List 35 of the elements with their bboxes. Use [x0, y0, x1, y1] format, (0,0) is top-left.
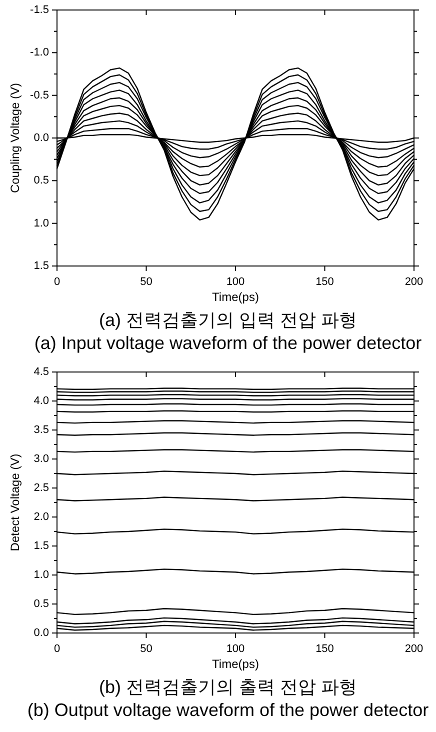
y-tick-label: -1.5 — [30, 4, 49, 16]
y-tick-label: 1.5 — [34, 540, 49, 552]
y-tick-label: 0.5 — [34, 598, 49, 610]
x-axis-title: Time(ps) — [212, 290, 259, 304]
x-axis-title: Time(ps) — [212, 657, 259, 671]
text: (b) 전력검출기의 출력 전압 파형 — [98, 677, 358, 697]
text: (a) 전력검출기의 입력 전압 파형 — [98, 310, 358, 330]
x-tick-label: 150 — [316, 643, 334, 655]
x-tick-label: 150 — [316, 276, 334, 288]
y-tick-label: 1.0 — [34, 569, 49, 581]
x-tick-label: 0 — [54, 643, 60, 655]
x-tick-label: 100 — [226, 276, 245, 288]
y-tick-label: 3.0 — [34, 453, 49, 465]
x-tick-label: 200 — [404, 643, 424, 655]
y-tick-label: 2.5 — [34, 482, 49, 494]
y-tick-label: 1.0 — [34, 217, 49, 230]
y-axis-title: Coupling Voltage (V) — [8, 82, 22, 194]
text: (b) Output voltage waveform of the power detector — [27, 700, 429, 720]
y-tick-label: 0.0 — [34, 627, 49, 639]
y-tick-label: 4.5 — [34, 366, 49, 378]
x-tick-label: 50 — [140, 276, 152, 288]
x-tick-label: 50 — [140, 643, 152, 655]
y-tick-label: 4.0 — [34, 395, 49, 407]
x-tick-label: 200 — [404, 276, 424, 288]
y-tick-label: 2.0 — [34, 511, 49, 523]
x-tick-label: 100 — [226, 643, 245, 655]
y-tick-label: 0.0 — [34, 132, 49, 144]
y-tick-label: 3.5 — [34, 424, 49, 436]
y-tick-label: 1.5 — [34, 260, 49, 272]
text: (a) Input voltage waveform of the power detector — [34, 333, 422, 353]
y-axis-title: Detect Voltage (V) — [8, 454, 22, 552]
y-tick-label: -0.5 — [30, 89, 49, 102]
y-tick-label: -1.0 — [30, 46, 49, 59]
x-tick-label: 0 — [54, 276, 60, 288]
y-tick-label: 0.5 — [34, 174, 49, 187]
